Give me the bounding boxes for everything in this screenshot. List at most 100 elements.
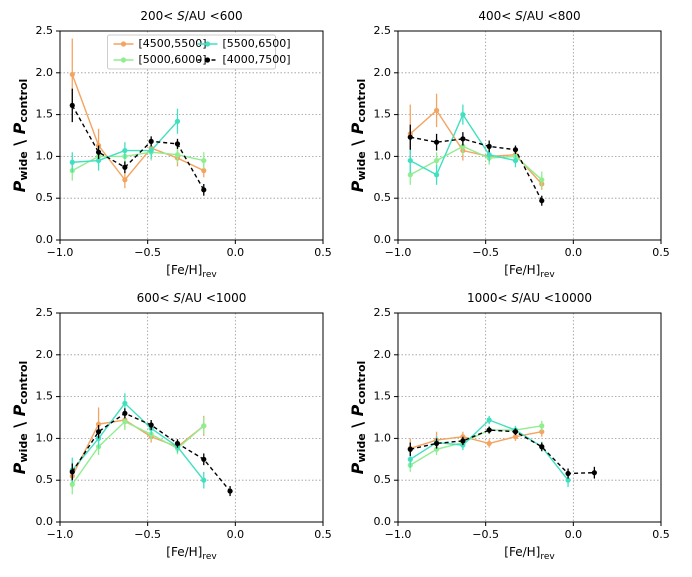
- series-line: [410, 429, 595, 475]
- legend-label: [5000,6000]: [139, 53, 207, 66]
- y-label-sub1: wide: [17, 433, 30, 462]
- legend-label: [4500,5500]: [139, 37, 207, 50]
- legend-box: [107, 34, 276, 70]
- data-point: [174, 118, 181, 124]
- y-tick-label: 0.5: [36, 473, 54, 486]
- title-prefix: 600<: [137, 291, 174, 305]
- y-axis-label: Pwide \ Pcontrol: [348, 361, 369, 475]
- y-tick-label: 0.5: [374, 473, 392, 486]
- data-point: [486, 152, 492, 158]
- subplot: 0.0 0.5 1.0 1.5 2.0 2.5 −1.0 −0.5 0.0 0.5 1000< S/…: [348, 291, 670, 562]
- y-axis-label: Pwide \ Pcontrol: [348, 79, 369, 193]
- x-tick-label: 0.5: [652, 246, 670, 259]
- legend-marker: [120, 41, 127, 47]
- y-label-p2: P: [348, 404, 367, 416]
- legend-label: [5500,6500]: [223, 37, 291, 50]
- y-tick-label: 0.0: [36, 515, 54, 528]
- data-point: [433, 107, 440, 114]
- series-line: [71, 402, 205, 481]
- data-point: [69, 469, 75, 475]
- y-label-p1: P: [348, 462, 367, 474]
- y-tick-label: 2.0: [374, 66, 392, 79]
- title-suffix: /AU <1000: [181, 291, 246, 305]
- data-point: [148, 138, 154, 144]
- series-line: [409, 109, 543, 185]
- series-line: [409, 145, 543, 181]
- x-axis-label: [Fe/H]rev: [166, 263, 217, 280]
- y-label-sub2: control: [17, 361, 30, 405]
- data-point: [69, 102, 75, 109]
- title-italic: S: [177, 9, 185, 23]
- chart-title: 600< S/AU <1000: [137, 291, 247, 305]
- data-point: [407, 456, 413, 462]
- data-point: [512, 434, 519, 440]
- y-label-sep: \: [10, 416, 29, 433]
- data-point: [512, 157, 519, 164]
- x-axis-label: [Fe/H]rev: [504, 263, 555, 280]
- data-point: [486, 417, 492, 423]
- y-tick-label: 2.5: [374, 24, 392, 37]
- x-tick-label: −0.5: [134, 246, 161, 259]
- title-italic: S: [173, 291, 181, 305]
- data-point: [122, 410, 128, 416]
- data-point: [122, 147, 128, 154]
- title-italic: S: [515, 9, 523, 23]
- y-label-sub1: wide: [17, 151, 30, 180]
- series-line: [71, 420, 205, 485]
- y-label-sub2: control: [355, 361, 368, 405]
- data-point: [201, 157, 207, 164]
- x-tick-label: −1.0: [385, 246, 412, 259]
- x-label-main: [Fe/H]: [166, 263, 202, 277]
- y-tick-label: 0.0: [36, 233, 54, 246]
- x-label-sub: rev: [202, 552, 217, 562]
- y-label-sub1: wide: [355, 433, 368, 462]
- y-tick-label: 2.5: [36, 306, 54, 319]
- data-point: [486, 427, 492, 433]
- data-point: [174, 141, 181, 147]
- subplot: 0.0 0.5 1.0 1.5 2.0 2.5 −1.0 −0.5 0.0 0.5 200< S/A…: [10, 9, 332, 280]
- x-tick-label: −0.5: [472, 528, 499, 541]
- data-point: [460, 438, 466, 444]
- x-label-main: [Fe/H]: [504, 263, 540, 277]
- y-tick-label: 1.0: [374, 431, 392, 444]
- subplot: 0.0 0.5 1.0 1.5 2.0 2.5 −1.0 −0.5 0.0 0.5 600< S/A…: [10, 291, 332, 562]
- data-point: [539, 198, 545, 204]
- axes-frame: [59, 312, 324, 523]
- data-point: [201, 456, 207, 462]
- x-label-sub: rev: [540, 270, 555, 280]
- data-point: [95, 142, 102, 149]
- data-point: [565, 477, 571, 483]
- data-point: [174, 152, 181, 158]
- data-point: [565, 470, 571, 477]
- x-tick-label: −1.0: [47, 246, 74, 259]
- title-suffix: /AU <800: [523, 9, 581, 23]
- y-tick-label: 0.5: [374, 191, 392, 204]
- x-label-main: [Fe/H]: [166, 545, 202, 559]
- axes-frame: [397, 312, 662, 523]
- y-label-sub2: control: [17, 79, 30, 123]
- x-tick-label: 0.5: [652, 528, 670, 541]
- x-tick-label: −0.5: [472, 246, 499, 259]
- data-point: [95, 421, 102, 427]
- data-point: [201, 187, 207, 193]
- data-point: [460, 112, 466, 118]
- data-point: [433, 440, 440, 447]
- data-point: [201, 477, 207, 483]
- series-line: [410, 136, 543, 202]
- data-point: [512, 147, 519, 153]
- data-point: [201, 168, 207, 174]
- x-tick-label: 0.0: [227, 246, 245, 259]
- y-tick-label: 2.0: [36, 348, 54, 361]
- y-tick-label: 1.0: [36, 149, 54, 162]
- axes-frame: [397, 30, 662, 241]
- y-label-sub1: wide: [355, 151, 368, 180]
- y-label-p1: P: [10, 462, 29, 474]
- y-label-p2: P: [348, 122, 367, 134]
- data-point: [460, 143, 466, 149]
- data-point: [122, 419, 128, 425]
- y-label-p1: P: [10, 180, 29, 192]
- series-line: [410, 431, 542, 450]
- y-tick-label: 0.0: [374, 515, 392, 528]
- x-axis-label: [Fe/H]rev: [504, 545, 555, 562]
- y-tick-label: 1.5: [374, 390, 392, 403]
